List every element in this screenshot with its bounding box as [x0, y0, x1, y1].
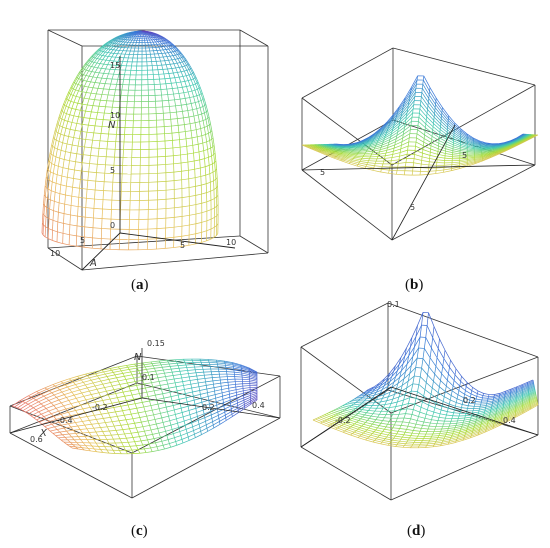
x-tick-label: -0.4 [57, 416, 73, 425]
caption-c: (c) [131, 523, 148, 539]
panel-d: 0.1 -0.2 0.2 0.4 [293, 295, 543, 505]
y-tick-label: 0.2 [202, 403, 215, 412]
bounding-box-edge [392, 119, 536, 166]
bounding-box-edge [300, 446, 392, 501]
axis-y [391, 124, 456, 241]
axis-y [390, 386, 539, 436]
z-tick-label: 0.15 [147, 339, 165, 348]
axis-x [301, 164, 536, 171]
z-tick-label: 0.1 [387, 300, 400, 309]
surface-plot-d: 0.1 -0.2 0.2 0.4 [300, 300, 539, 501]
bounding-box-edge [301, 47, 394, 99]
surface-mesh [41, 30, 219, 251]
y-tick-label: 5 [410, 203, 415, 212]
surface-plot-b: 5 5 5 [301, 47, 539, 241]
bounding-box-edge [9, 355, 138, 407]
bounding-box-edge [9, 405, 133, 454]
bounding-box-edge [239, 29, 269, 47]
bounding-box-edge [81, 252, 269, 271]
panel-a: 15 10 5 0 N A 10 5 5 10 [30, 8, 275, 278]
surface-mesh [11, 358, 258, 455]
bounding-box-edge [9, 382, 138, 434]
x-axis-label: X [39, 428, 48, 439]
bounding-box-edge [47, 235, 241, 249]
surface-plot-c: 0.15 0.1 N X0.6 -0.4 -0.2 0.2 0.4 [9, 339, 281, 499]
y-tick-label: 0.4 [252, 401, 265, 410]
bounding-box-edge [391, 84, 536, 166]
x-tick-label: 5 [80, 236, 85, 245]
axis-y [141, 397, 281, 419]
z-tick-label: 0 [110, 221, 115, 230]
bounding-box-edge [300, 302, 389, 348]
x-tick-label: 0.6 [30, 435, 43, 444]
z-axis-label: N [134, 352, 142, 363]
z-tick-label: 15 [110, 61, 120, 70]
y-tick-label: 10 [226, 238, 236, 247]
x-tick-label: -0.2 [92, 403, 108, 412]
bounding-box-edge [300, 346, 392, 414]
z-tick-label: 0.1 [142, 373, 155, 382]
bounding-box-edge [392, 47, 536, 86]
panel-c: 0.15 0.1 N X 0.6 -0.4 -0.2 0.2 0.4 [2, 318, 287, 503]
bounding-box-edge [301, 169, 393, 241]
bounding-box-edge [239, 235, 269, 254]
y-tick-label: 5 [180, 241, 185, 250]
x-tick-label: -0.2 [335, 416, 351, 425]
x-axis-label: A [89, 258, 97, 269]
panel-b: 5 5 5 [290, 40, 540, 245]
bounding-box-edge [391, 164, 536, 241]
bounding-box-edge [47, 29, 83, 47]
caption-b: (b) [405, 277, 424, 293]
y-tick-label: 0.4 [503, 416, 516, 425]
x-tick-label: 10 [50, 249, 60, 258]
bounding-box-edge [390, 434, 539, 501]
z-axis-label: N [108, 120, 116, 131]
z-tick-label: 5 [110, 166, 115, 175]
z-tick-label: 10 [110, 111, 120, 120]
axis-y [119, 232, 236, 249]
axis-x [300, 386, 392, 448]
bounding-box-edge [9, 432, 133, 499]
bounding-box-edge [47, 247, 83, 271]
bounding-box-edge [136, 355, 281, 377]
surface-mesh [301, 75, 539, 176]
caption-a: (a) [131, 277, 149, 293]
bounding-box-edge [387, 302, 539, 358]
x-tick-label: 0.2 [463, 396, 476, 405]
axis-x [9, 397, 143, 434]
bounding-box-edge [387, 389, 539, 436]
x-tick-label: 5 [462, 151, 467, 160]
surface-plot-a: 15 10 5 0 N A 10 5 5 10 [41, 29, 269, 271]
caption-d: (d) [407, 523, 426, 539]
axis-x [81, 232, 121, 271]
x-tick-label: 5 [320, 168, 325, 177]
bounding-box-edge [301, 97, 393, 166]
bounding-box-edge [131, 417, 281, 499]
